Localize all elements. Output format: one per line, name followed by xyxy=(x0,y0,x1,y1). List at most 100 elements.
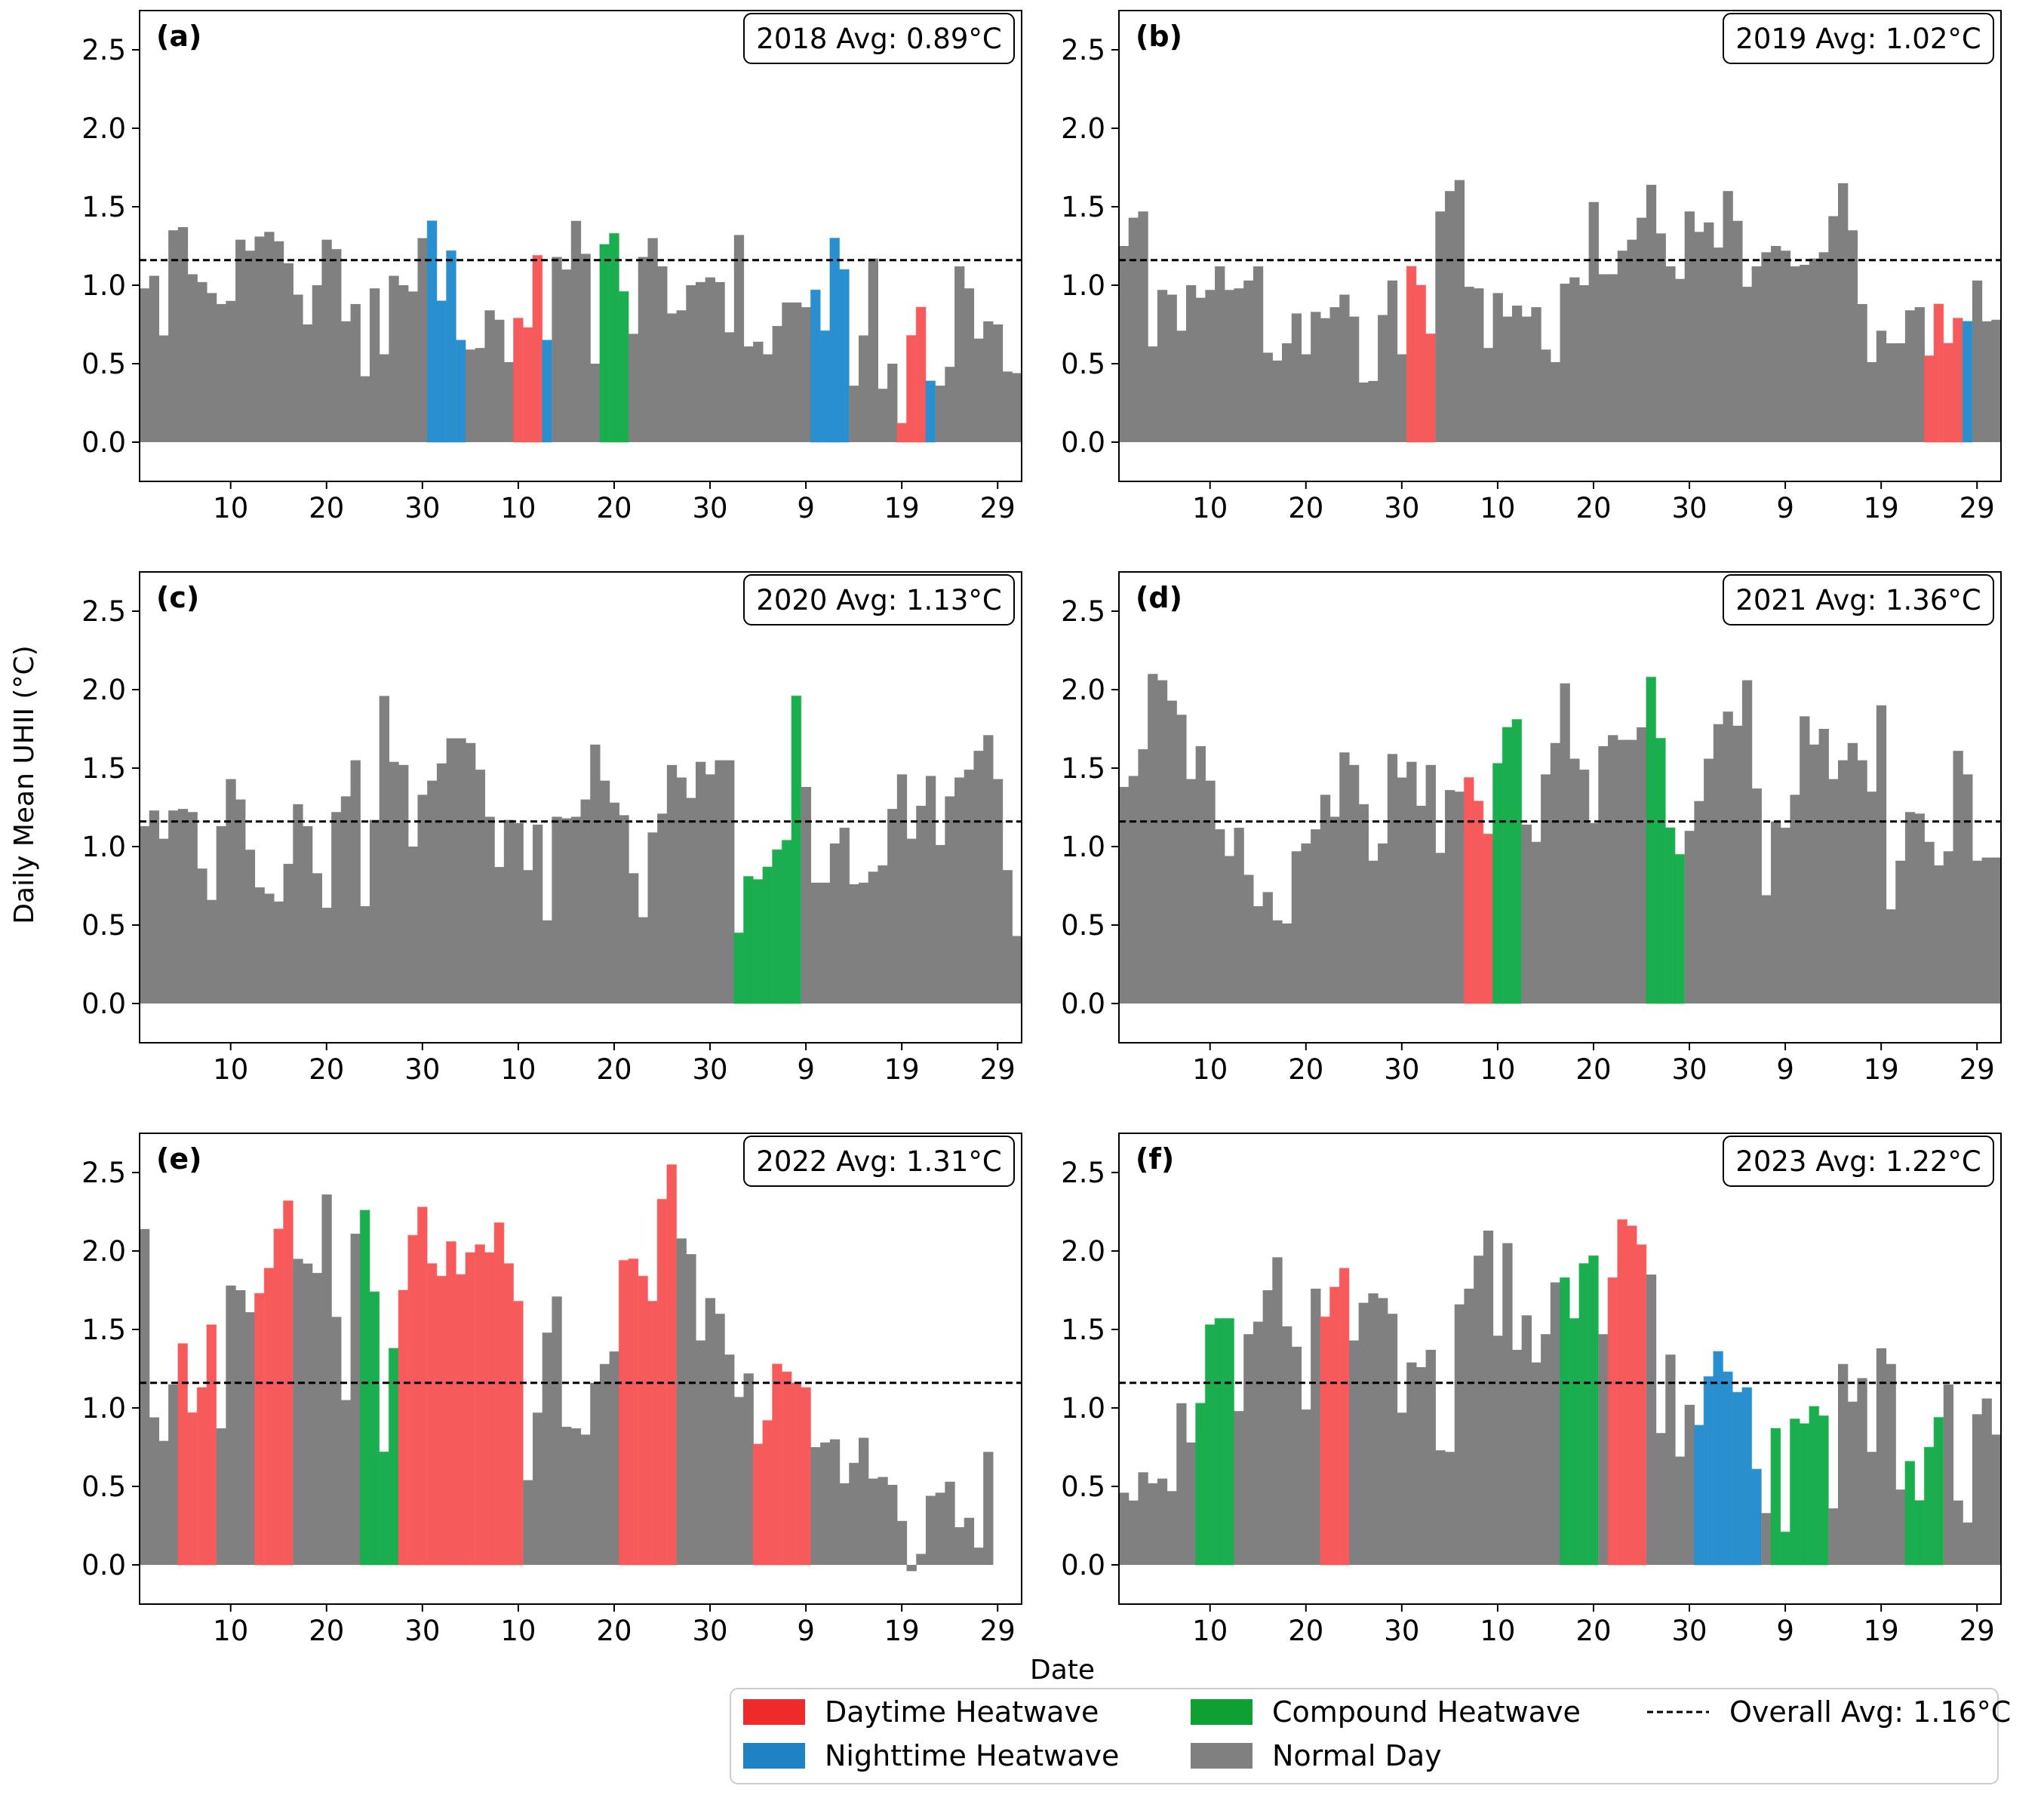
bar-day-45 xyxy=(1541,1334,1551,1565)
bar-day-56 xyxy=(1646,676,1657,1004)
bar-day-29 xyxy=(407,1234,419,1566)
bar-day-80 xyxy=(896,1520,908,1565)
avg-label: 2018 Avg: 0.89°C xyxy=(756,23,1001,55)
bar-day-22 xyxy=(1320,1316,1331,1566)
bar-day-25 xyxy=(1348,1340,1360,1565)
bar-day-31 xyxy=(1406,1362,1417,1565)
bar-day-86 xyxy=(1934,865,1944,1004)
bar-day-86 xyxy=(954,777,965,1004)
y-tick-label: 1.5 xyxy=(1061,1314,1105,1346)
bar-day-91 xyxy=(1981,1398,1992,1565)
bar-day-27 xyxy=(389,275,399,442)
bar-day-20 xyxy=(321,908,332,1004)
bar-day-34 xyxy=(456,738,466,1004)
x-tick-label: 10 xyxy=(500,1053,536,1086)
bar-day-36 xyxy=(475,348,486,442)
bar-day-19 xyxy=(1291,851,1302,1004)
bar-day-61 xyxy=(1693,1425,1704,1566)
bar-series xyxy=(140,1163,994,1572)
bar-day-24 xyxy=(1339,1268,1350,1566)
bar-day-69 xyxy=(791,695,802,1004)
bar-day-64 xyxy=(1723,191,1733,442)
bar-day-51 xyxy=(1598,745,1609,1004)
x-tick-label: 30 xyxy=(692,1053,727,1086)
bar-day-34 xyxy=(455,1274,466,1566)
bar-day-11 xyxy=(235,239,246,442)
bar-day-30 xyxy=(417,795,428,1004)
x-tick-label: 29 xyxy=(980,1053,1016,1086)
bar-day-92 xyxy=(1991,1434,2002,1565)
bar-day-64 xyxy=(742,875,754,1004)
avg-label: 2022 Avg: 1.31°C xyxy=(756,1145,1001,1178)
x-tick-label: 19 xyxy=(1864,492,1899,524)
bar-day-69 xyxy=(791,302,802,442)
bar-day-7 xyxy=(1176,1403,1187,1565)
bar-day-47 xyxy=(580,1434,591,1565)
y-tick-label: 1.5 xyxy=(1061,752,1105,785)
bar-day-51 xyxy=(618,290,629,443)
bar-day-61 xyxy=(715,281,725,442)
bar-day-62 xyxy=(724,1354,735,1565)
bar-day-48 xyxy=(1569,758,1580,1004)
bar-day-21 xyxy=(1311,829,1321,1004)
x-tick-label: 9 xyxy=(797,1053,815,1086)
bar-day-71 xyxy=(1790,266,1800,442)
bar-day-71 xyxy=(1790,795,1800,1004)
bar-day-43 xyxy=(542,340,552,443)
bar-day-39 xyxy=(1483,833,1494,1004)
bar-day-83 xyxy=(925,380,936,443)
bar-day-31 xyxy=(1406,761,1417,1004)
bar-day-4 xyxy=(168,1384,179,1565)
panels-layer: 0.0 0.5 1.0 1.5 2.0 2.5 10 20 30 10 20 30 9 19 29 (a) 20… xyxy=(81,10,2002,1647)
bar-day-7 xyxy=(197,868,207,1004)
bar-day-65 xyxy=(1732,1391,1743,1566)
bar-day-89 xyxy=(983,321,994,442)
bar-day-76 xyxy=(1837,1363,1849,1565)
y-tick-label: 0.5 xyxy=(1061,348,1105,380)
bar-day-35 xyxy=(465,1252,476,1566)
bar-day-36 xyxy=(1454,1304,1465,1565)
bar-day-35 xyxy=(466,349,476,442)
axes-frame xyxy=(139,10,1022,482)
bar-day-57 xyxy=(1655,233,1666,442)
bar-day-19 xyxy=(1291,313,1302,442)
bar-day-35 xyxy=(466,742,476,1004)
bar-day-31 xyxy=(426,1263,438,1566)
x-tick-label: 9 xyxy=(1776,1053,1794,1086)
bar-day-65 xyxy=(752,1443,764,1566)
bar-day-55 xyxy=(1637,727,1647,1004)
bar-day-32 xyxy=(1415,805,1427,1004)
legend-swatch-nighttime xyxy=(743,1743,805,1769)
bar-day-43 xyxy=(1521,316,1532,442)
bar-day-66 xyxy=(762,354,773,442)
avg-box xyxy=(1723,13,1994,64)
bar-day-77 xyxy=(868,1478,879,1565)
bar-day-25 xyxy=(1348,316,1360,442)
bar-day-37 xyxy=(484,1252,495,1566)
bar-day-57 xyxy=(1655,1433,1666,1565)
bar-day-58 xyxy=(1665,266,1676,442)
bar-day-3 xyxy=(158,1440,169,1565)
bar-day-36 xyxy=(475,770,486,1004)
x-tick-label: 20 xyxy=(596,492,632,524)
bar-day-23 xyxy=(1329,307,1340,442)
bar-day-39 xyxy=(1483,348,1494,442)
bar-day-4 xyxy=(1148,1483,1158,1565)
avg-box xyxy=(1723,1136,1994,1187)
bar-day-45 xyxy=(1541,349,1551,442)
bar-day-33 xyxy=(446,1240,456,1566)
x-tick-label: 30 xyxy=(692,492,727,524)
y-tick-label: 1.0 xyxy=(81,269,126,302)
bar-day-59 xyxy=(1674,278,1686,442)
bar-day-77 xyxy=(1847,742,1858,1004)
bar-day-40 xyxy=(512,1300,524,1566)
bar-day-47 xyxy=(580,799,591,1004)
bar-day-10 xyxy=(1205,290,1216,442)
bar-day-91 xyxy=(1002,371,1013,442)
bar-day-6 xyxy=(1166,294,1177,442)
bar-day-59 xyxy=(1674,1456,1686,1565)
bar-day-46 xyxy=(570,220,582,442)
bar-day-85 xyxy=(1924,841,1935,1004)
y-tick-label: 1.0 xyxy=(1061,269,1105,302)
legend-swatch-compound xyxy=(1191,1699,1253,1725)
